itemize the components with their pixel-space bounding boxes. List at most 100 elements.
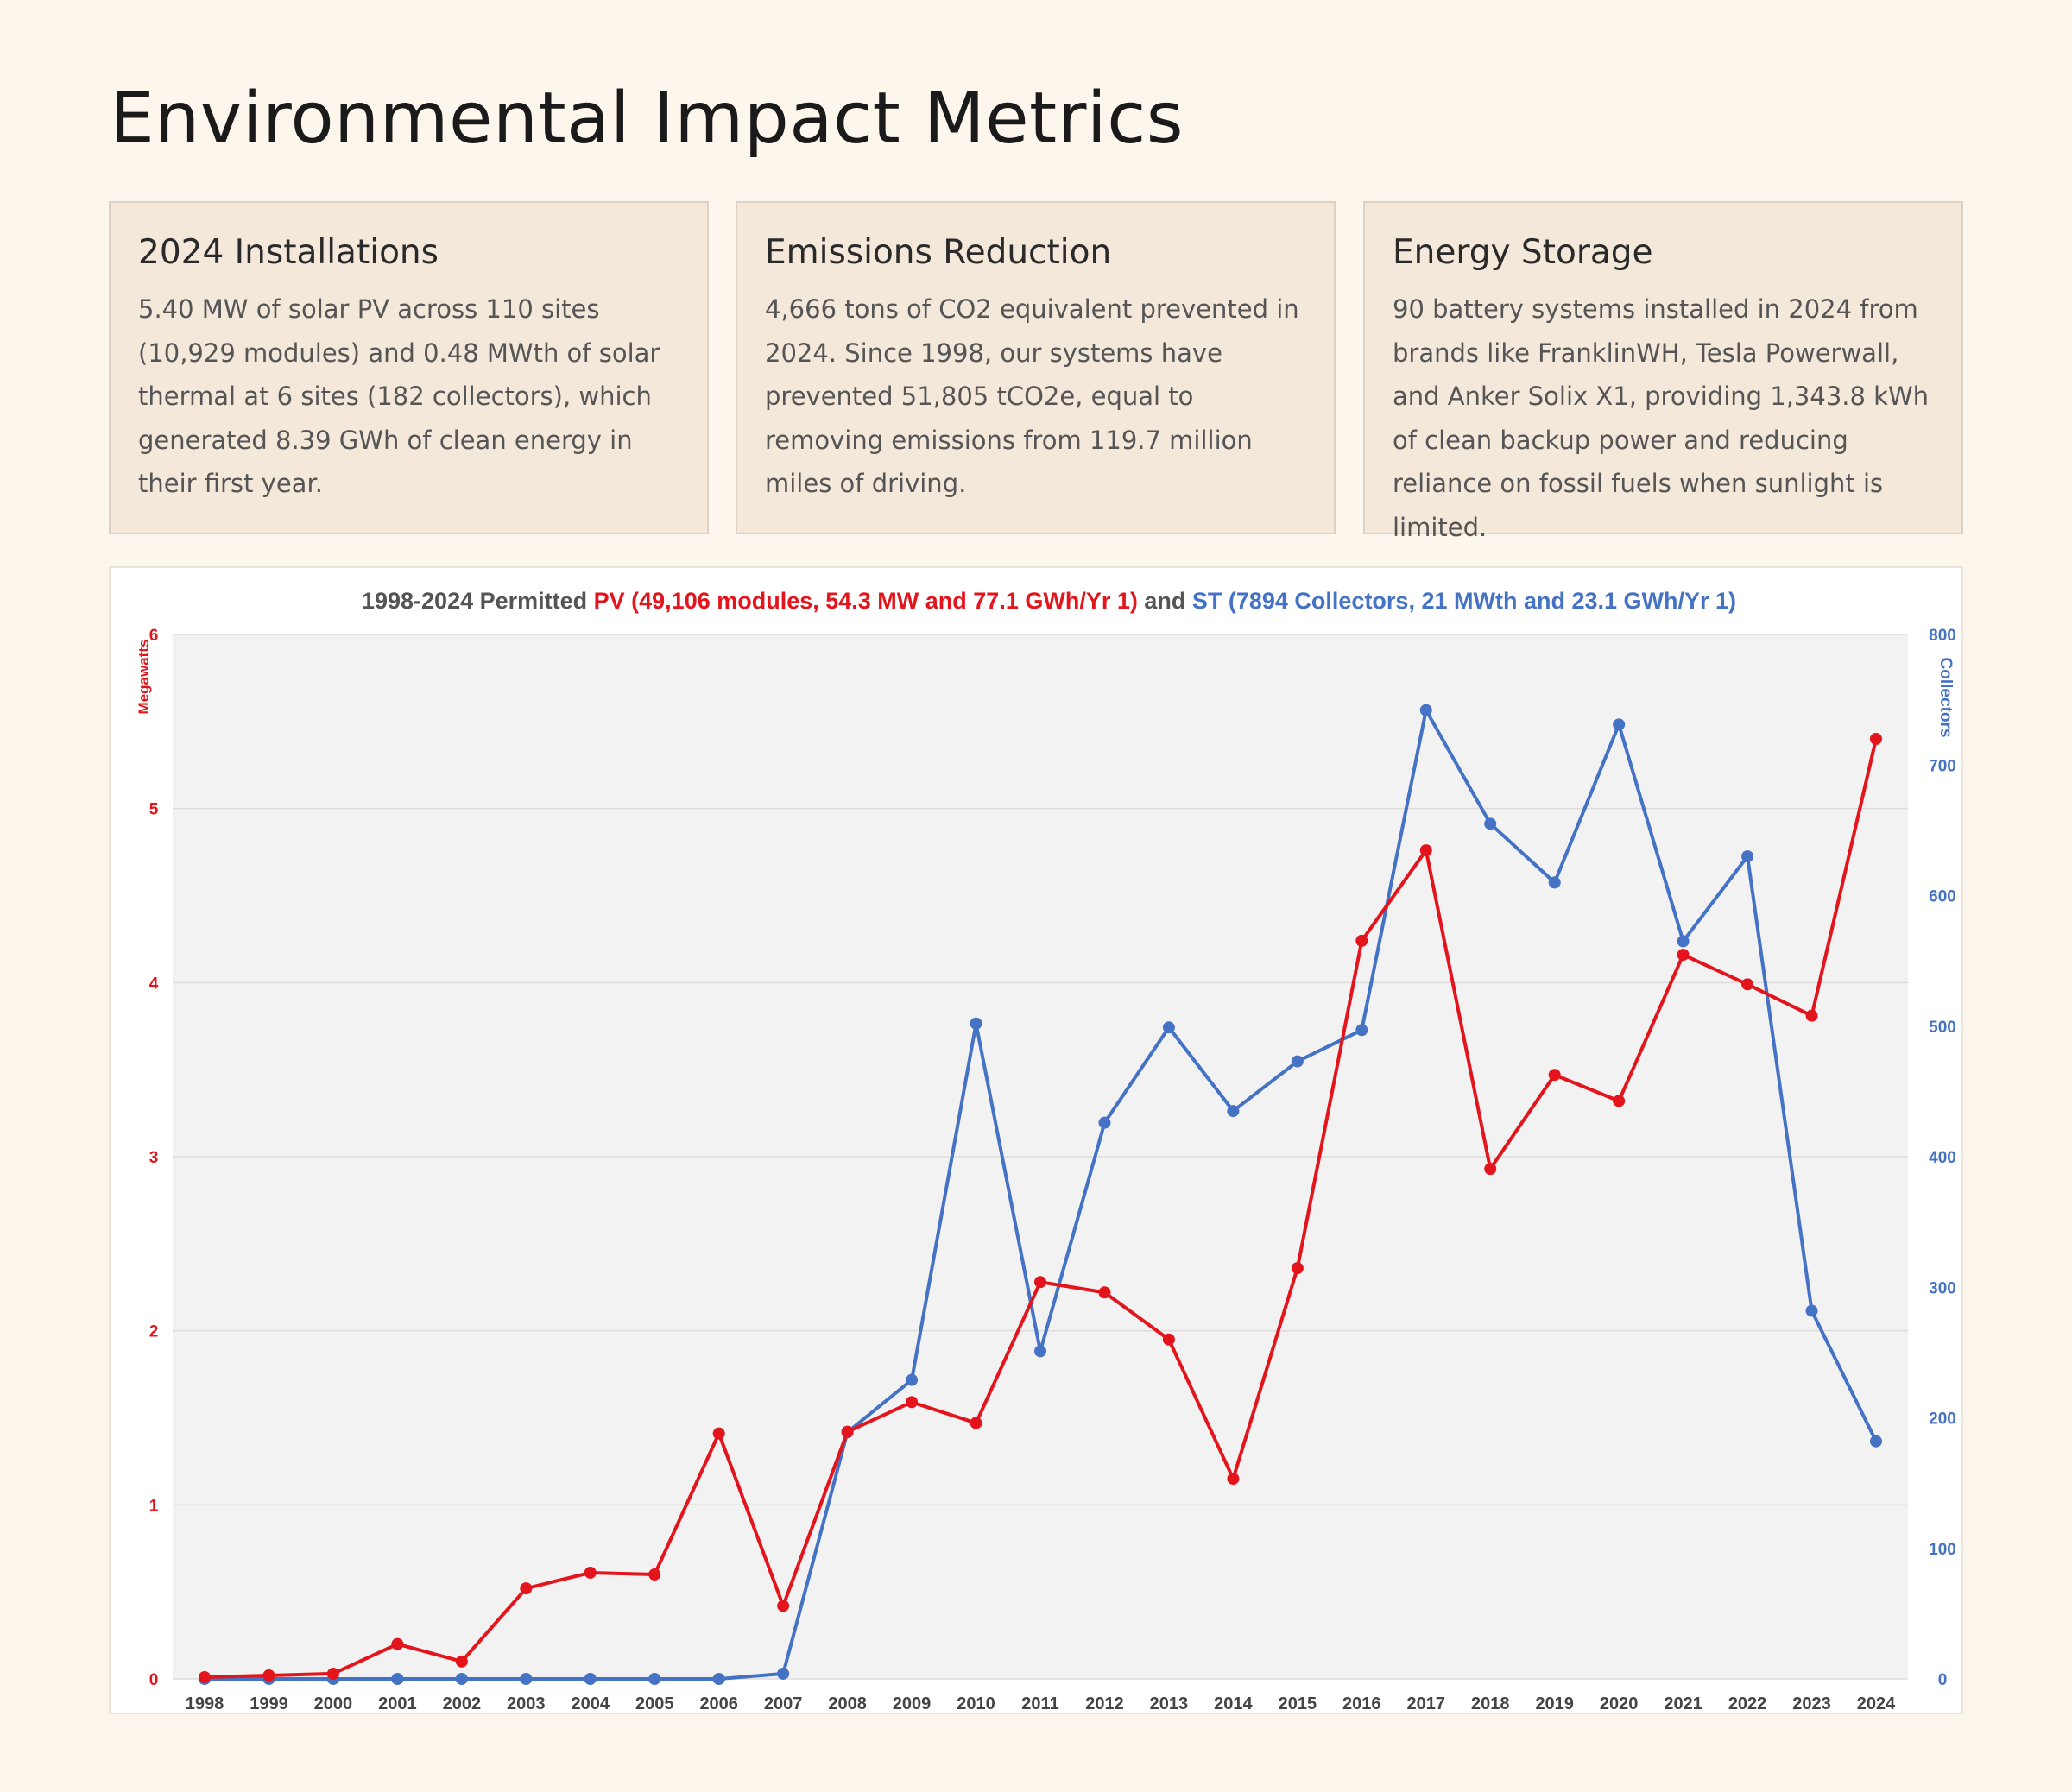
x-tick-label: 2021: [1664, 1694, 1702, 1713]
y-left-tick-label: 5: [149, 801, 159, 819]
data-point-st: [1805, 1304, 1818, 1317]
y-right-tick-label: 0: [1938, 1671, 1948, 1689]
x-tick-label: 2011: [1021, 1694, 1058, 1713]
data-point-pv: [1227, 1473, 1240, 1486]
x-tick-label: 2002: [443, 1694, 482, 1713]
data-point-st: [1677, 935, 1690, 948]
chart-title-part: 1998-2024 Permitted: [362, 588, 594, 614]
data-point-st: [1548, 876, 1561, 889]
y-left-tick-label: 3: [149, 1149, 159, 1167]
card-title: Emissions Reduction: [765, 233, 1112, 272]
data-point-st: [1613, 718, 1626, 731]
y-right-tick-label: 400: [1929, 1149, 1956, 1167]
y-left-tick-label: 1: [149, 1497, 159, 1515]
x-tick-label: 2001: [378, 1694, 417, 1713]
data-point-st: [1870, 1435, 1882, 1448]
y-right-tick-label: 500: [1929, 1019, 1956, 1037]
chart-title-part: PV (49,106 modules, 54.3 MW and 77.1 GWh…: [594, 588, 1138, 614]
data-point-pv: [262, 1669, 275, 1682]
data-point-pv: [906, 1396, 919, 1409]
card-title: Energy Storage: [1393, 233, 1653, 272]
y-left-tick-label: 0: [149, 1671, 159, 1689]
x-tick-label: 2022: [1728, 1694, 1767, 1713]
x-tick-label: 1999: [250, 1694, 288, 1713]
chart-title: 1998-2024 Permitted PV (49,106 modules, …: [362, 588, 1736, 614]
data-point-pv: [1419, 844, 1432, 857]
y-left-tick-label: 2: [149, 1323, 159, 1341]
data-point-pv: [584, 1566, 597, 1579]
x-tick-label: 2012: [1085, 1694, 1124, 1713]
data-point-pv: [1548, 1069, 1561, 1082]
x-tick-label: 2020: [1600, 1694, 1639, 1713]
data-point-st: [1419, 704, 1432, 716]
data-point-pv: [1291, 1262, 1304, 1275]
data-point-pv: [1355, 934, 1368, 947]
y-left-tick-label: 4: [149, 975, 159, 993]
data-point-st: [1227, 1105, 1240, 1118]
x-tick-label: 2014: [1214, 1694, 1253, 1713]
x-tick-label: 2019: [1535, 1694, 1574, 1713]
data-point-pv: [199, 1670, 211, 1683]
data-point-pv: [1741, 978, 1754, 991]
x-tick-label: 2003: [507, 1694, 546, 1713]
card-title: 2024 Installations: [138, 233, 439, 272]
y-right-tick-label: 100: [1929, 1541, 1956, 1559]
y-right-tick-label: 600: [1929, 888, 1956, 906]
data-point-st: [906, 1373, 919, 1386]
x-tick-label: 2013: [1150, 1694, 1189, 1713]
storage-card: Energy Storage 90 battery systems instal…: [1363, 201, 1963, 542]
data-point-st: [1162, 1021, 1175, 1034]
data-point-pv: [326, 1667, 339, 1680]
data-point-st: [648, 1673, 661, 1685]
data-point-pv: [1034, 1276, 1046, 1289]
chart-title-part: and: [1138, 588, 1192, 614]
data-point-st: [584, 1673, 597, 1685]
data-point-pv: [1805, 1009, 1818, 1022]
data-point-st: [1034, 1345, 1046, 1358]
data-point-pv: [648, 1568, 661, 1581]
x-tick-label: 2018: [1471, 1694, 1510, 1713]
y-right-tick-label: 300: [1929, 1279, 1956, 1297]
data-point-st: [1098, 1116, 1111, 1129]
y-right-tick-label: 800: [1929, 627, 1956, 645]
card-text: 5.40 MW of solar PV across 110 sites (10…: [138, 294, 660, 498]
x-tick-label: 2005: [635, 1694, 674, 1713]
data-point-pv: [1613, 1095, 1626, 1107]
x-tick-label: 2016: [1342, 1694, 1381, 1713]
x-tick-label: 2007: [764, 1694, 803, 1713]
data-point-st: [1484, 817, 1497, 830]
x-tick-label: 2015: [1279, 1694, 1317, 1713]
x-tick-label: 2000: [314, 1694, 353, 1713]
data-point-pv: [1098, 1286, 1111, 1299]
x-tick-label: 2023: [1792, 1694, 1831, 1713]
data-point-st: [455, 1673, 468, 1685]
data-point-pv: [712, 1427, 725, 1440]
data-point-pv: [391, 1637, 404, 1650]
y-left-axis-label: Megawatts: [136, 640, 152, 715]
x-tick-label: 2024: [1857, 1694, 1896, 1713]
chart-panel: 1998-2024 Permitted PV (49,106 modules, …: [109, 566, 1963, 1714]
data-point-pv: [777, 1600, 790, 1612]
data-point-pv: [1484, 1163, 1497, 1176]
x-tick-label: 2008: [828, 1694, 867, 1713]
data-point-st: [391, 1673, 404, 1685]
y-left-tick-label: 6: [149, 627, 159, 645]
installations-card: 2024 Installations 5.40 MW of solar PV a…: [109, 201, 709, 534]
data-point-st: [1741, 850, 1754, 863]
data-point-st: [970, 1017, 982, 1030]
y-right-axis-label: Collectors: [1936, 658, 1955, 738]
card-text: 4,666 tons of CO2 equivalent prevented i…: [765, 294, 1299, 498]
x-tick-label: 2009: [893, 1694, 932, 1713]
y-right-tick-label: 200: [1929, 1410, 1956, 1429]
chart-title-part: ST (7894 Collectors, 21 MWth and 23.1 GW…: [1192, 588, 1736, 614]
x-tick-label: 1998: [186, 1694, 224, 1713]
data-point-pv: [970, 1417, 982, 1429]
x-tick-label: 2004: [572, 1694, 610, 1713]
data-point-st: [1291, 1055, 1304, 1068]
data-point-pv: [1162, 1333, 1175, 1346]
data-point-pv: [520, 1582, 533, 1595]
line-chart: 1998-2024 Permitted PV (49,106 modules, …: [136, 588, 1956, 1713]
data-point-st: [520, 1673, 533, 1685]
card-text: 90 battery systems installed in 2024 fro…: [1393, 294, 1930, 542]
x-tick-label: 2010: [957, 1694, 995, 1713]
